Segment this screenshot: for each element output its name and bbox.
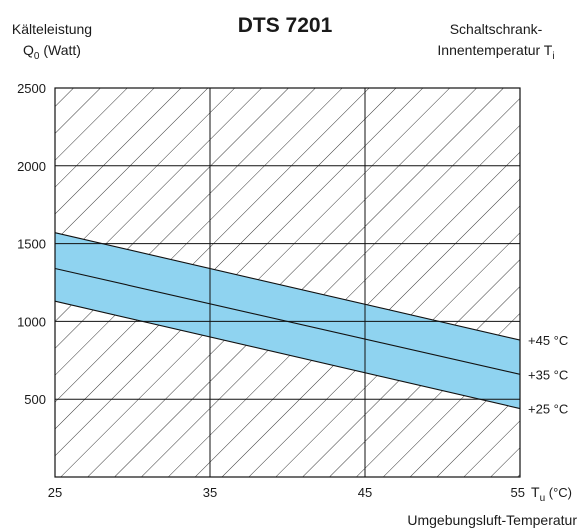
y-tick-label-2000: 2000 [17, 159, 46, 174]
series-labels: +45 °C +35 °C +25 °C [528, 333, 568, 416]
y-tick-label-2500: 2500 [17, 81, 46, 96]
series-label-1: +45 °C [528, 333, 568, 348]
x-tick-label-55: 55 [511, 485, 525, 500]
x-tick-label-35: 35 [203, 485, 217, 500]
y-axis-ticks: 500 1000 1500 2000 2500 [17, 81, 46, 407]
series-label-line1: Schaltschrank- [450, 21, 543, 37]
x-axis-label: Umgebungsluft-Temperatur [407, 512, 577, 528]
x-axis-ticks: 25 35 45 55 [48, 485, 525, 500]
series-line-1 [54, 232, 521, 341]
x-tick-label-45: 45 [358, 485, 372, 500]
series-label-line2: Innentemperatur Ti [437, 42, 554, 62]
y-tick-label-500: 500 [24, 392, 46, 407]
series-lines [54, 232, 521, 410]
series-line-2 [54, 267, 521, 375]
series-label-2: +35 °C [528, 367, 568, 382]
y-axis-label-line1: Kälteleistung [12, 21, 92, 37]
chart-title: DTS 7201 [238, 14, 333, 37]
y-axis-label-line2: Q0 (Watt) [23, 42, 81, 62]
plot-area [54, 87, 521, 478]
operating-range-band [55, 232, 520, 409]
series-label-3: +25 °C [528, 402, 568, 417]
plot-frame [54, 87, 521, 478]
y-tick-label-1500: 1500 [17, 237, 46, 252]
series-line-3 [54, 300, 521, 410]
x-tick-label-25: 25 [48, 485, 62, 500]
y-tick-label-1000: 1000 [17, 314, 46, 329]
x-axis-unit: Tu (°C) [531, 484, 572, 504]
